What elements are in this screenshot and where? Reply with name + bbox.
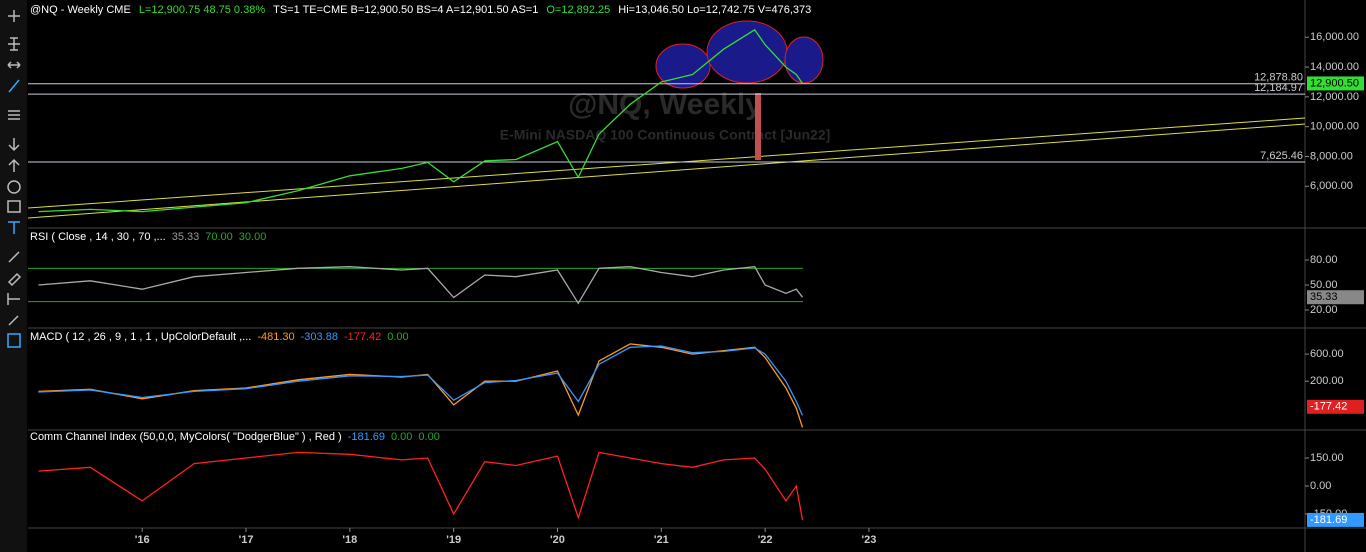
marker-bar bbox=[755, 93, 761, 160]
header-item: TS=1 TE=CME B=12,900.50 BS=4 A=12,901.50… bbox=[273, 4, 538, 16]
trendline bbox=[27, 123, 1306, 219]
y-tick-label: 20.00 bbox=[1310, 304, 1338, 316]
rect-tool[interactable] bbox=[7, 200, 21, 213]
up-tool[interactable] bbox=[8, 158, 20, 172]
x-tick-label: '18 bbox=[342, 534, 357, 546]
level-label: 12,184.97 bbox=[1254, 82, 1303, 94]
header-item: Hi=13,046.50 Lo=12,742.75 V=476,373 bbox=[618, 4, 811, 16]
watermark-subtitle: E-Mini NASDAQ 100 Continuous Contract [J… bbox=[500, 127, 831, 143]
watermark-title: @NQ, Weekly bbox=[568, 88, 762, 121]
y-tick-label: 14,000.00 bbox=[1310, 61, 1359, 73]
crosshair-tool[interactable] bbox=[8, 10, 20, 22]
edit-tool[interactable] bbox=[8, 315, 19, 326]
frame bbox=[28, 0, 1366, 552]
y-tick-label: 50.00 bbox=[1310, 279, 1338, 291]
header-item: @NQ - Weekly CME bbox=[30, 4, 131, 16]
down-tool[interactable] bbox=[8, 138, 20, 152]
brush-tool[interactable] bbox=[7, 272, 22, 287]
panel-title: Comm Channel Index (50,0,0, MyColors( "D… bbox=[30, 431, 440, 443]
text-tool[interactable] bbox=[8, 221, 20, 234]
x-tick-label: '17 bbox=[239, 534, 254, 546]
y-tick-label: 8,000.00 bbox=[1310, 150, 1353, 162]
y-tick-label: 200.00 bbox=[1310, 375, 1344, 387]
last-value-label: 35.33 bbox=[1310, 291, 1338, 303]
panel-title-item: 35.33 bbox=[172, 231, 200, 243]
x-tick-label: '16 bbox=[135, 534, 150, 546]
fib-tool[interactable] bbox=[8, 110, 20, 120]
level-label: 7,625.46 bbox=[1260, 150, 1303, 162]
level-label: 12,878.80 bbox=[1254, 72, 1303, 84]
head-ellipse bbox=[706, 20, 788, 84]
panel-title-item: RSI ( Close , 14 , 30 , 70 ,... bbox=[30, 231, 166, 243]
panel-title-item: 70.00 bbox=[205, 231, 233, 243]
price-line bbox=[38, 28, 804, 213]
panel-title-item: -481.30 bbox=[257, 331, 294, 343]
x-tick-label: '21 bbox=[654, 534, 669, 546]
panel-title-item: -303.88 bbox=[301, 331, 338, 343]
y-tick-label: 80.00 bbox=[1310, 254, 1338, 266]
panel-title: RSI ( Close , 14 , 30 , 70 ,... 35.33 70.0… bbox=[30, 231, 266, 243]
x-tick-label: '22 bbox=[758, 534, 773, 546]
trendline bbox=[27, 117, 1306, 209]
shoulder-ellipse bbox=[784, 36, 824, 84]
x-tick-label: '19 bbox=[446, 534, 461, 546]
alert-tool[interactable] bbox=[7, 333, 21, 348]
y-tick-label: 150.00 bbox=[1310, 452, 1344, 464]
panel-title-item: MACD ( 12 , 26 , 9 , 1 , 1 , UpColorDefa… bbox=[30, 331, 251, 343]
header: @NQ - Weekly CME L=12,900.75 48.75 0.38% T… bbox=[30, 4, 811, 16]
cci-line bbox=[38, 451, 804, 521]
header-item: L=12,900.75 48.75 0.38% bbox=[139, 4, 266, 16]
rsi-line bbox=[38, 266, 804, 305]
y-tick-label: 6,000.00 bbox=[1310, 180, 1353, 192]
panel-title-item: -181.69 bbox=[348, 431, 385, 443]
last-value-label: 12,900.50 bbox=[1310, 77, 1359, 89]
panel-title-item: 0.00 bbox=[387, 331, 408, 343]
last-value-box bbox=[1307, 512, 1364, 527]
panel-title: MACD ( 12 , 26 , 9 , 1 , 1 , UpColorDefa… bbox=[30, 331, 409, 343]
range-tool[interactable] bbox=[7, 61, 21, 69]
toolbar-bg bbox=[0, 0, 27, 552]
header-item: O=12,892.25 bbox=[546, 4, 610, 16]
x-tick-label: '20 bbox=[550, 534, 565, 546]
x-tick-label: '23 bbox=[862, 534, 877, 546]
y-tick-label: 12,000.00 bbox=[1310, 91, 1359, 103]
last-value-box bbox=[1307, 76, 1364, 91]
panel-title-item: -177.42 bbox=[344, 331, 381, 343]
panel-title-item: 0.00 bbox=[418, 431, 439, 443]
last-value-box bbox=[1307, 399, 1364, 414]
y-tick-label: 0.00 bbox=[1310, 480, 1331, 492]
last-value-label: -181.69 bbox=[1310, 514, 1347, 526]
y-tick-label: 10,000.00 bbox=[1310, 121, 1359, 133]
line-tool[interactable] bbox=[8, 79, 20, 93]
panel-title-item: 30.00 bbox=[239, 231, 267, 243]
shoulder-ellipse bbox=[655, 43, 711, 89]
cursor-tool[interactable] bbox=[8, 37, 20, 51]
measure-tool[interactable] bbox=[7, 293, 20, 305]
panel-title-item: 0.00 bbox=[391, 431, 412, 443]
drawings bbox=[27, 20, 1306, 219]
toolbar bbox=[0, 0, 27, 552]
ellipse-tool[interactable] bbox=[7, 180, 21, 194]
y-tick-label: 16,000.00 bbox=[1310, 31, 1359, 43]
last-value-box bbox=[1307, 290, 1364, 305]
pen-tool[interactable] bbox=[8, 251, 20, 263]
last-value-label: -177.42 bbox=[1310, 401, 1347, 413]
macd-line bbox=[38, 345, 804, 416]
panel-title-item: Comm Channel Index (50,0,0, MyColors( "D… bbox=[30, 431, 342, 443]
y-tick-label: 600.00 bbox=[1310, 348, 1344, 360]
